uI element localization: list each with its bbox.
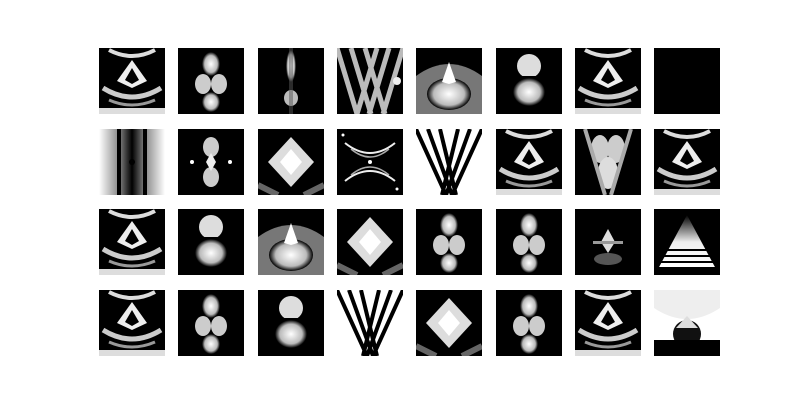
image-tile-r3-c5: [416, 209, 482, 275]
image-tile-r1-c4: [337, 48, 403, 114]
tile-pattern-diamond: [337, 217, 403, 275]
image-tile-r3-c4: [337, 209, 403, 275]
tile-pattern-arch-glow-light: [654, 290, 720, 356]
image-tile-r4-c5: [416, 290, 482, 356]
tile-pattern-split-orb: [195, 215, 227, 267]
tile-pattern-twin-lobes: [195, 294, 227, 354]
tile-pattern-lattice: [337, 48, 403, 114]
tile-pattern-diamond: [416, 298, 482, 356]
image-tile-r2-c4: [337, 129, 403, 195]
tile-pattern-starburst: [190, 137, 232, 187]
image-tile-r1-c5: [416, 48, 482, 114]
tile-pattern-diamond: [258, 137, 324, 195]
tile-pattern-diamond-chevrons: [99, 290, 165, 356]
tile-pattern-diamond-chevrons: [575, 48, 641, 114]
image-tile-r2-c6: [496, 129, 562, 195]
tile-pattern-twin-lobes: [433, 213, 465, 273]
image-tile-r3-c1: [99, 209, 165, 275]
image-tile-r4-c8: [654, 290, 720, 356]
tile-pattern-blank: [654, 48, 720, 114]
image-tile-r4-c4: [337, 290, 403, 356]
tile-pattern-twin-lobes: [513, 294, 545, 354]
image-tile-r2-c8: [654, 129, 720, 195]
image-tile-r1-c2: [178, 48, 244, 114]
image-tile-r1-c1: [99, 48, 165, 114]
image-tile-r3-c3: [258, 209, 324, 275]
tile-pattern-diamond-chevrons: [575, 290, 641, 356]
tile-pattern-x-stripes: [337, 290, 403, 356]
tile-pattern-diamond-chevrons: [496, 129, 562, 195]
tile-pattern-diamond-chevrons: [99, 209, 165, 275]
image-tile-r4-c1: [99, 290, 165, 356]
tile-pattern-arch-glow: [258, 223, 324, 275]
image-tile-r2-c1: [99, 129, 165, 195]
image-tile-r3-c6: [496, 209, 562, 275]
image-tile-r2-c2: [178, 129, 244, 195]
image-tile-r2-c3: [258, 129, 324, 195]
tile-pattern-x-stripes: [416, 129, 482, 195]
image-tile-r4-c7: [575, 290, 641, 356]
tile-pattern-vertical-bars: [99, 129, 165, 195]
tile-pattern-vertical-beam: [284, 48, 298, 114]
tile-pattern-small-cross: [593, 229, 623, 265]
image-tile-r2-c5: [416, 129, 482, 195]
image-tile-r3-c2: [178, 209, 244, 275]
image-tile-r1-c3: [258, 48, 324, 114]
image-tile-r4-c2: [178, 290, 244, 356]
image-tile-r2-c7: [575, 129, 641, 195]
tile-pattern-sparse-arcs: [341, 133, 399, 191]
image-tile-r4-c6: [496, 290, 562, 356]
image-tile-r3-c8: [654, 209, 720, 275]
image-tile-r1-c6: [496, 48, 562, 114]
tile-pattern-diamond-chevrons: [654, 129, 720, 195]
tile-pattern-diamond-chevrons: [99, 48, 165, 114]
tile-pattern-horizontal-lines: [654, 215, 720, 269]
image-tile-r4-c3: [258, 290, 324, 356]
image-tile-r3-c7: [575, 209, 641, 275]
tile-pattern-split-orb: [275, 296, 307, 348]
tile-pattern-split-orb: [513, 54, 545, 106]
tile-pattern-arch-glow: [416, 62, 482, 114]
image-tile-r1-c7: [575, 48, 641, 114]
tile-pattern-lattice-soft: [583, 129, 633, 195]
tile-pattern-twin-lobes: [195, 52, 227, 112]
image-tile-r1-c8: [654, 48, 720, 114]
tile-pattern-twin-lobes: [513, 213, 545, 273]
